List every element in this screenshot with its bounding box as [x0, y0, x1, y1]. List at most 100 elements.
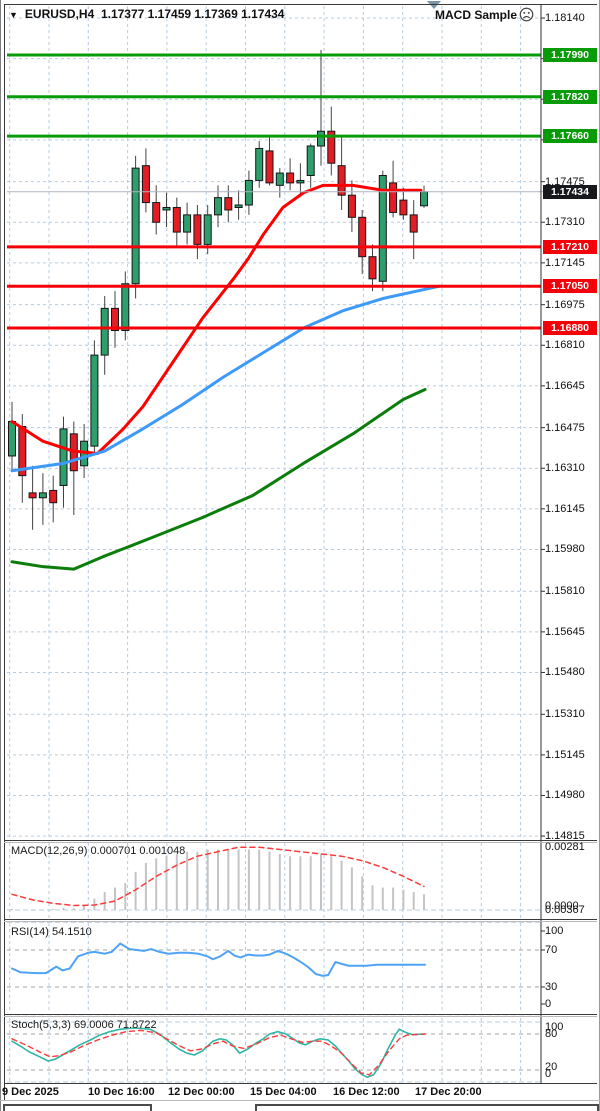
- macd-panel-top-border: [4, 840, 597, 841]
- price-tick-label: 1.17145: [545, 256, 585, 269]
- price-tick-label: 1.17310: [545, 216, 585, 229]
- time-axis-top-border: [4, 1083, 597, 1084]
- support-price-label: 1.16880: [543, 321, 597, 336]
- price-tick-label: 1.15645: [545, 625, 585, 638]
- ohlc-values: 1.17377 1.17459 1.17369 1.17434: [100, 7, 285, 21]
- macd-axis-label: 0.0000: [545, 900, 579, 912]
- bull-candle: [8, 421, 16, 457]
- price-tick-label: 1.17475: [545, 175, 585, 188]
- bear-candle: [337, 165, 346, 196]
- resistance-price-label: 1.17820: [543, 89, 597, 104]
- bull-candle: [255, 147, 264, 181]
- time-label: 15 Dec 04:00: [250, 1086, 317, 1098]
- stoch-axis-label: 0: [545, 1068, 552, 1080]
- window-bottom-border: [0, 1100, 600, 1101]
- resistance-price-label: 1.17660: [543, 129, 597, 144]
- price-tick-label: 1.14815: [545, 830, 585, 843]
- bull-candle: [90, 354, 99, 447]
- bull-candle: [121, 283, 130, 331]
- support-price-label: 1.17050: [543, 279, 597, 294]
- background-window-edge-right[interactable]: [255, 1104, 599, 1111]
- dropdown-icon[interactable]: ▼: [9, 10, 18, 20]
- bull-candle: [80, 440, 89, 467]
- stoch-panel-top-border: [4, 1014, 597, 1015]
- price-tick-label: 1.15980: [545, 543, 585, 556]
- bear-candle: [49, 489, 58, 504]
- bear-candle: [224, 197, 233, 211]
- bear-candle: [358, 216, 367, 258]
- stoch-d-line: [11, 1029, 426, 1076]
- symbol-period-label: EURUSD,H4: [24, 7, 95, 21]
- chart-title: ▼ EURUSD,H4 1.17377 1.17459 1.17369 1.174…: [9, 7, 284, 21]
- bear-candle: [28, 492, 37, 499]
- price-tick-label: 1.16975: [545, 298, 585, 311]
- ma-blue-line: [10, 284, 441, 473]
- price-tick-label: 1.16810: [545, 339, 585, 352]
- price-tick-label: 1.15810: [545, 585, 585, 598]
- expert-advisor-area: MACD Sample: [0, 7, 534, 22]
- bear-candle: [18, 425, 27, 477]
- price-tick-label: 1.16310: [545, 462, 585, 475]
- price-tick-label: 1.15145: [545, 748, 585, 761]
- background-window-edge-left[interactable]: [3, 1104, 152, 1111]
- support-price-label: 1.17210: [543, 239, 597, 254]
- time-label: 16 Dec 12:00: [333, 1086, 400, 1098]
- expert-sad-face-icon[interactable]: [519, 7, 534, 22]
- bear-candle: [69, 433, 78, 472]
- rsi-panel-top-border2: [4, 921, 597, 922]
- window-top-border: [4, 4, 597, 5]
- stoch-axis-label: 100: [545, 1021, 564, 1033]
- bull-candle: [234, 204, 243, 208]
- bear-candle: [347, 194, 356, 218]
- price-tick-label: 1.18140: [545, 12, 585, 25]
- bear-candle: [111, 307, 119, 331]
- bear-candle: [368, 256, 377, 280]
- rsi-axis-label: 0: [545, 998, 552, 1010]
- price-tick-label: 1.16475: [545, 421, 585, 434]
- price-tick-label: 1.15310: [545, 708, 585, 721]
- bull-candle: [306, 145, 315, 177]
- bear-candle: [399, 199, 408, 216]
- bear-candle: [193, 214, 202, 245]
- bull-candle: [203, 214, 212, 245]
- stoch-panel-top-border2: [4, 1016, 597, 1017]
- window-outer-left: [0, 0, 1, 1111]
- stoch-axis-label: 80: [545, 1028, 558, 1040]
- time-label: 10 Dec 16:00: [88, 1086, 155, 1098]
- price-tick-label: 1.16145: [545, 502, 585, 515]
- bear-candle: [265, 150, 274, 184]
- price-tick-label: 1.15480: [545, 666, 585, 679]
- expert-name-label: MACD Sample: [434, 8, 517, 22]
- current-price-label: 1.17434: [543, 184, 597, 199]
- stoch-k-line: [11, 1027, 426, 1078]
- bull-candle: [131, 167, 140, 285]
- bear-candle: [286, 172, 295, 184]
- price-tick-label: 1.16645: [545, 379, 585, 392]
- rsi-line: [11, 942, 427, 977]
- bull-candle: [100, 307, 109, 356]
- rsi-axis-label: 30: [545, 981, 558, 993]
- rsi-indicator-label: RSI(14) 54.1510: [11, 926, 92, 938]
- bull-candle: [378, 175, 387, 282]
- rsi-panel-top-border: [4, 919, 597, 920]
- time-label: 17 Dec 20:00: [415, 1086, 482, 1098]
- macd-indicator-label: MACD(12,26,9) 0.000701 0.001048: [11, 845, 186, 857]
- time-label: 9 Dec 2025: [2, 1086, 59, 1098]
- price-tick-label: 1.14980: [545, 789, 585, 802]
- bull-candle: [183, 214, 192, 233]
- bull-candle: [244, 179, 253, 206]
- bull-candle: [38, 492, 47, 499]
- macd-axis-label: 0.00367: [545, 904, 585, 916]
- bull-candle: [214, 197, 222, 216]
- bear-candle: [409, 214, 418, 233]
- bull-candle: [317, 130, 325, 147]
- bull-candle: [420, 191, 428, 207]
- bear-candle: [152, 202, 161, 223]
- stoch-axis-label: 20: [545, 1061, 558, 1073]
- bull-candle: [296, 179, 305, 184]
- bear-candle: [141, 165, 150, 204]
- ma-green-line: [10, 388, 427, 571]
- bear-candle: [389, 182, 398, 213]
- rsi-axis-label: 100: [545, 925, 564, 937]
